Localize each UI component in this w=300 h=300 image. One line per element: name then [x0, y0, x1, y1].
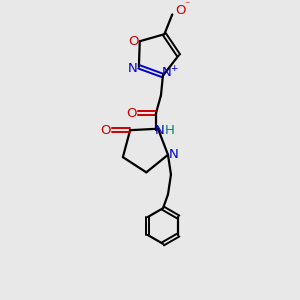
Text: N: N [169, 148, 179, 161]
Text: H: H [165, 124, 175, 137]
Text: O: O [129, 35, 139, 48]
Text: N: N [162, 66, 172, 79]
Text: N: N [128, 62, 138, 75]
Text: O: O [100, 124, 111, 137]
Text: +: + [170, 64, 178, 73]
Text: O: O [126, 107, 136, 120]
Text: O: O [175, 4, 185, 17]
Text: ⁻: ⁻ [184, 1, 190, 10]
Text: N: N [155, 124, 165, 137]
